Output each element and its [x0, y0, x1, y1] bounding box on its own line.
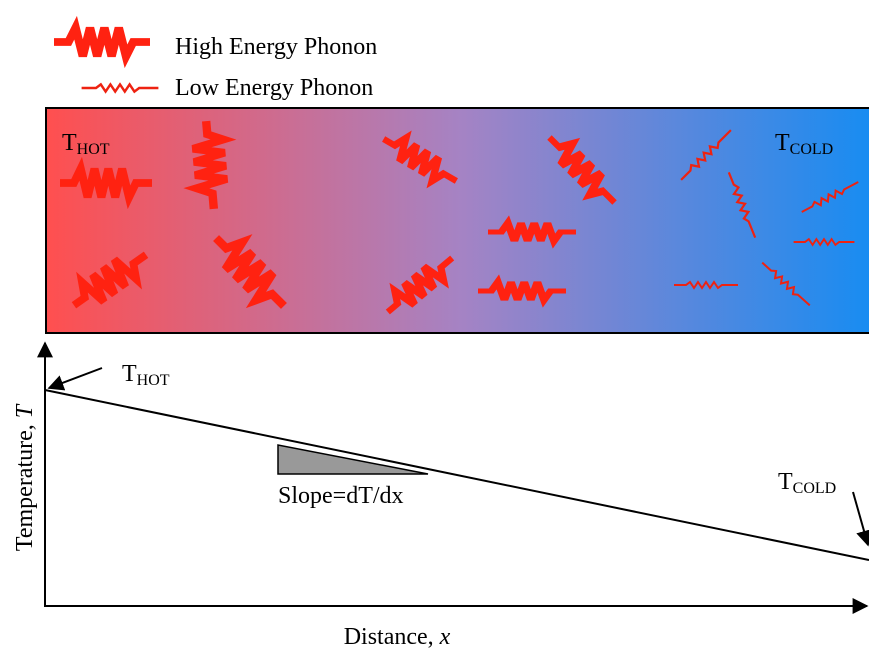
cold-arrow [852, 491, 869, 547]
legend-label: High Energy Phonon [175, 34, 377, 60]
material-bar [45, 107, 869, 334]
slope-label: Slope=dT/dx [278, 483, 404, 509]
text-part: HOT [137, 372, 170, 389]
y-axis-title: Temperature, T [12, 403, 38, 551]
text-part: Distance, [344, 624, 440, 650]
text-part: Temperature, [12, 418, 38, 551]
text-part: T [12, 403, 38, 418]
low-phonon-icon [80, 83, 160, 93]
temperature-line [44, 389, 869, 561]
text-part: x [439, 624, 451, 650]
x-axis-title: Distance, x [344, 624, 451, 650]
cold-label: TCOLD [775, 130, 833, 158]
hot-label: THOT [62, 130, 110, 158]
text-part: T [122, 361, 137, 387]
text-part: T [778, 469, 793, 495]
slope-triangle [277, 444, 429, 475]
text-part: HOT [77, 141, 110, 158]
legend-label: Low Energy Phonon [175, 75, 373, 101]
cold-label: TCOLD [778, 469, 836, 497]
text-part: T [775, 130, 790, 156]
hot-label: THOT [122, 361, 170, 389]
text-part: COLD [793, 480, 837, 497]
text-part: T [62, 130, 77, 156]
hot-arrow [47, 367, 103, 391]
high-phonon-icon [54, 28, 150, 57]
text-part: COLD [790, 141, 834, 158]
